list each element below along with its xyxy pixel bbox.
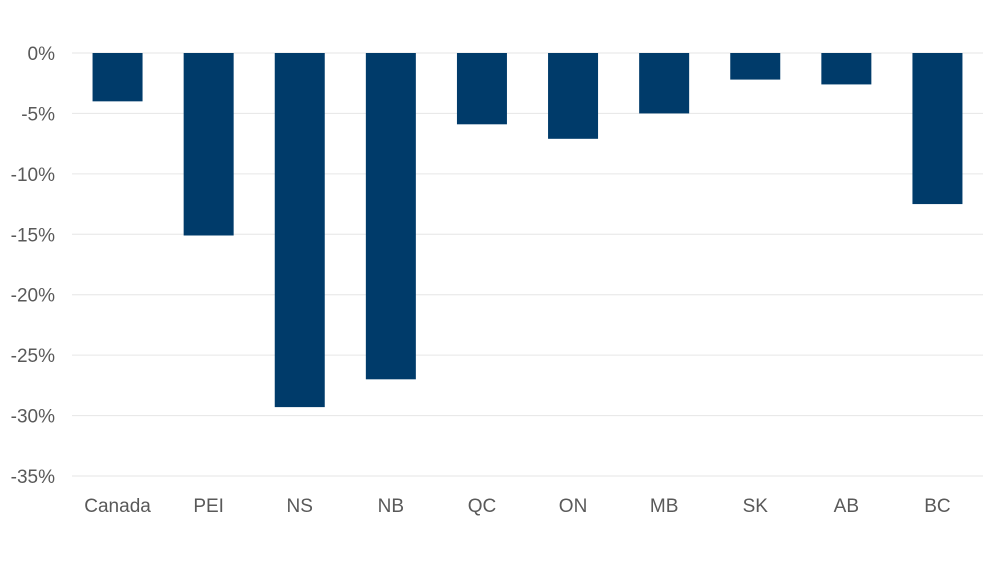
bars	[92, 53, 963, 408]
bar-qc	[456, 53, 507, 125]
y-tick-label: -30%	[11, 407, 55, 428]
x-axis-tick-labels: Canada PEI NS NB QC ON MB SK AB BC	[84, 496, 950, 517]
x-tick-label: SK	[743, 496, 769, 517]
y-tick-label: 0%	[28, 44, 56, 65]
bar-ab	[821, 53, 872, 85]
y-tick-label: -35%	[11, 467, 55, 488]
y-tick-label: -5%	[21, 104, 55, 125]
bar-canada	[92, 53, 143, 102]
bar-bc	[912, 53, 963, 205]
x-tick-label: AB	[834, 496, 859, 517]
bar-sk	[730, 53, 781, 80]
y-tick-label: -20%	[11, 286, 55, 307]
y-tick-label: -10%	[11, 165, 55, 186]
x-tick-label: BC	[924, 496, 950, 517]
bar-mb	[639, 53, 690, 114]
x-tick-label: MB	[650, 496, 679, 517]
x-tick-label: ON	[559, 496, 588, 517]
x-tick-label: Canada	[84, 496, 151, 517]
bar-nb	[365, 53, 416, 380]
x-tick-label: PEI	[193, 496, 224, 517]
bar-ns	[274, 53, 325, 408]
bar-pei	[183, 53, 234, 236]
y-tick-label: -25%	[11, 346, 55, 367]
bar-on	[548, 53, 599, 139]
y-axis-tick-labels: 0% -5% -10% -15% -20% -25% -30% -35%	[11, 44, 55, 488]
x-tick-label: NS	[287, 496, 313, 517]
x-tick-label: NB	[378, 496, 404, 517]
x-tick-label: QC	[468, 496, 497, 517]
y-tick-label: -15%	[11, 225, 55, 246]
